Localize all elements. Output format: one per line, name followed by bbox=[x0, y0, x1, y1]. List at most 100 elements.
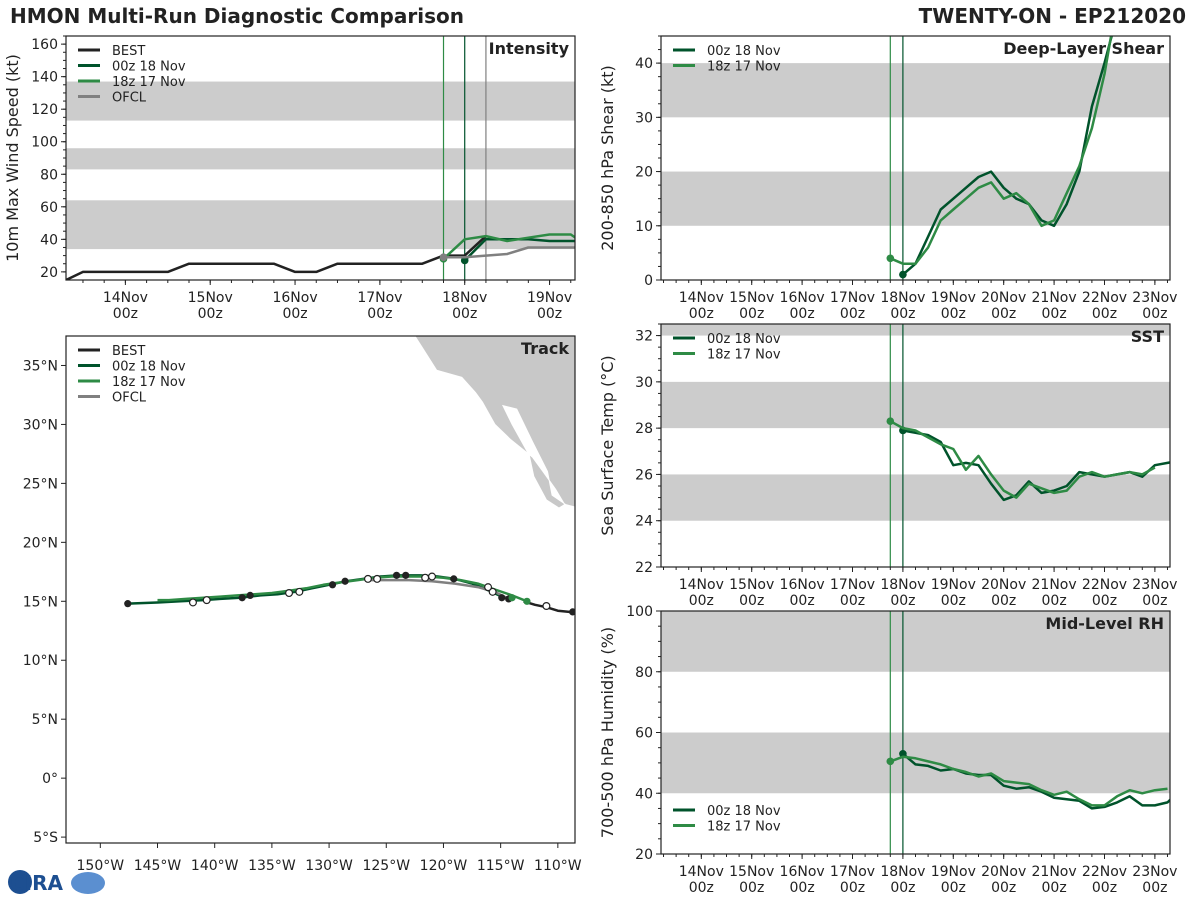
sst-series-start-point-1 bbox=[886, 417, 895, 426]
intensity-band-0 bbox=[66, 200, 575, 250]
shear-xtick-day-label: 19Nov bbox=[931, 290, 976, 306]
track-lat-label: 10°N bbox=[23, 653, 58, 669]
rh-xtick-hour-label: 00z bbox=[790, 880, 815, 896]
sst-xtick-day-label: 19Nov bbox=[931, 577, 976, 593]
track-position-marker bbox=[124, 600, 132, 608]
intensity-ytick-label: 140 bbox=[31, 70, 58, 86]
intensity-xtick-day-label: 17Nov bbox=[357, 290, 402, 306]
sst-xtick-hour-label: 00z bbox=[890, 593, 915, 609]
rh-xtick-day-label: 23Nov bbox=[1132, 864, 1177, 880]
shear-xtick-hour-label: 00z bbox=[991, 306, 1016, 322]
rh-ytick-label: 80 bbox=[635, 665, 653, 681]
track-legend-label: BEST bbox=[112, 344, 145, 359]
intensity-legend-label: 00z 18 Nov bbox=[112, 60, 186, 75]
intensity-ytick-label: 40 bbox=[40, 232, 58, 248]
track-legend-label: 18z 17 Nov bbox=[112, 375, 186, 390]
shear-legend-label: 00z 18 Nov bbox=[707, 44, 781, 59]
track-lat-label: 15°N bbox=[23, 594, 58, 610]
track-position-marker-open bbox=[421, 573, 430, 582]
shear-ytick-label: 10 bbox=[635, 219, 653, 235]
intensity-ylabel: 10m Max Wind Speed (kt) bbox=[3, 54, 22, 262]
track-position-marker-open bbox=[488, 587, 497, 596]
intensity-xtick-hour-label: 00z bbox=[113, 306, 138, 322]
rh-xtick-day-label: 15Nov bbox=[729, 864, 774, 880]
rh-xtick-hour-label: 00z bbox=[1142, 880, 1167, 896]
shear-xtick-day-label: 14Nov bbox=[679, 290, 724, 306]
shear-xtick-day-label: 22Nov bbox=[1082, 290, 1127, 306]
intensity-xtick-day-label: 14Nov bbox=[103, 290, 148, 306]
track-land-mass bbox=[414, 336, 575, 509]
shear-series-start-point-1 bbox=[886, 254, 895, 263]
rh-xtick-hour-label: 00z bbox=[739, 880, 764, 896]
intensity-series-18z-17-nov bbox=[442, 233, 575, 260]
track-position-marker bbox=[238, 594, 246, 602]
track-position-marker bbox=[392, 571, 401, 579]
intensity-ytick-label: 60 bbox=[40, 200, 58, 216]
track-panel-title: Track bbox=[521, 339, 569, 358]
rh-xtick-hour-label: 00z bbox=[941, 880, 966, 896]
track-position-marker bbox=[569, 608, 575, 616]
track-lon-label: 115°W bbox=[477, 858, 525, 874]
intensity-series-best bbox=[66, 235, 487, 280]
sst-xtick-day-label: 14Nov bbox=[679, 577, 724, 593]
rh-xtick-day-label: 19Nov bbox=[931, 864, 976, 880]
intensity-band-1 bbox=[66, 148, 575, 170]
track-position-marker-open bbox=[363, 574, 372, 583]
rh-band-1 bbox=[661, 611, 1170, 672]
sst-xtick-day-label: 18Nov bbox=[880, 577, 925, 593]
intensity-xtick-hour-label: 00z bbox=[367, 306, 392, 322]
sst-ytick-label: 30 bbox=[635, 375, 653, 391]
intensity-ytick-label: 20 bbox=[40, 265, 58, 281]
track-position-marker-open bbox=[542, 602, 551, 611]
shear-xtick-day-label: 17Nov bbox=[830, 290, 875, 306]
intensity-legend-label: OFCL bbox=[112, 91, 147, 106]
intensity-xtick-hour-label: 00z bbox=[282, 306, 307, 322]
logo-swirl-icon bbox=[71, 872, 105, 894]
track-map-area bbox=[124, 336, 575, 616]
rh-xtick-day-label: 20Nov bbox=[981, 864, 1026, 880]
shear-xtick-hour-label: 00z bbox=[941, 306, 966, 322]
sst-xtick-hour-label: 00z bbox=[1042, 593, 1067, 609]
track-lon-label: 140°W bbox=[191, 858, 239, 874]
shear-xtick-day-label: 20Nov bbox=[981, 290, 1026, 306]
track-lat-label: 5°N bbox=[32, 712, 58, 728]
intensity-xtick-day-label: 16Nov bbox=[272, 290, 317, 306]
sst-plot-area bbox=[661, 324, 1170, 567]
sst-xtick-day-label: 21Nov bbox=[1032, 577, 1077, 593]
track-lat-label: 0° bbox=[42, 771, 58, 787]
shear-ytick-label: 20 bbox=[635, 165, 653, 181]
intensity-legend-label: 18z 17 Nov bbox=[112, 75, 186, 90]
intensity-series-start-point-1 bbox=[460, 256, 469, 265]
rh-xtick-hour-label: 00z bbox=[890, 880, 915, 896]
rh-xtick-day-label: 16Nov bbox=[780, 864, 825, 880]
sst-series-18z-17-nov bbox=[889, 420, 1156, 499]
rh-legend-label: 00z 18 Nov bbox=[707, 804, 781, 819]
track-legend-label: 00z 18 Nov bbox=[112, 360, 186, 375]
rh-ytick-label: 40 bbox=[635, 786, 653, 802]
shear-band-0 bbox=[661, 171, 1170, 226]
sst-ytick-label: 32 bbox=[635, 329, 653, 345]
intensity-ytick-label: 100 bbox=[31, 135, 58, 151]
intensity-xtick-day-label: 18Nov bbox=[442, 290, 487, 306]
shear-ylabel: 200-850 hPa Shear (kt) bbox=[598, 65, 617, 251]
shear-series-start-point-0 bbox=[899, 270, 907, 279]
rh-xtick-day-label: 22Nov bbox=[1082, 864, 1127, 880]
track-lat-label: 5°S bbox=[33, 830, 58, 846]
track-position-marker-open bbox=[285, 589, 294, 598]
sst-legend-label: 18z 17 Nov bbox=[707, 348, 781, 363]
sst-ytick-label: 22 bbox=[635, 560, 653, 576]
rh-series-start-point-1 bbox=[886, 757, 895, 766]
intensity-band-2 bbox=[66, 81, 575, 121]
shear-panel-title: Deep-Layer Shear bbox=[1003, 39, 1164, 58]
rh-plot-area bbox=[661, 611, 1170, 854]
shear-xtick-day-label: 21Nov bbox=[1032, 290, 1077, 306]
shear-ytick-label: 40 bbox=[635, 56, 653, 72]
rh-series-18z-17-nov bbox=[889, 755, 1168, 807]
intensity-xtick-hour-label: 00z bbox=[198, 306, 223, 322]
shear-plot-area bbox=[661, 36, 1170, 280]
sst-band-0 bbox=[661, 474, 1170, 521]
sst-xtick-day-label: 17Nov bbox=[830, 577, 875, 593]
shear-xtick-day-label: 18Nov bbox=[880, 290, 925, 306]
intensity-series-ofcl bbox=[443, 246, 575, 259]
